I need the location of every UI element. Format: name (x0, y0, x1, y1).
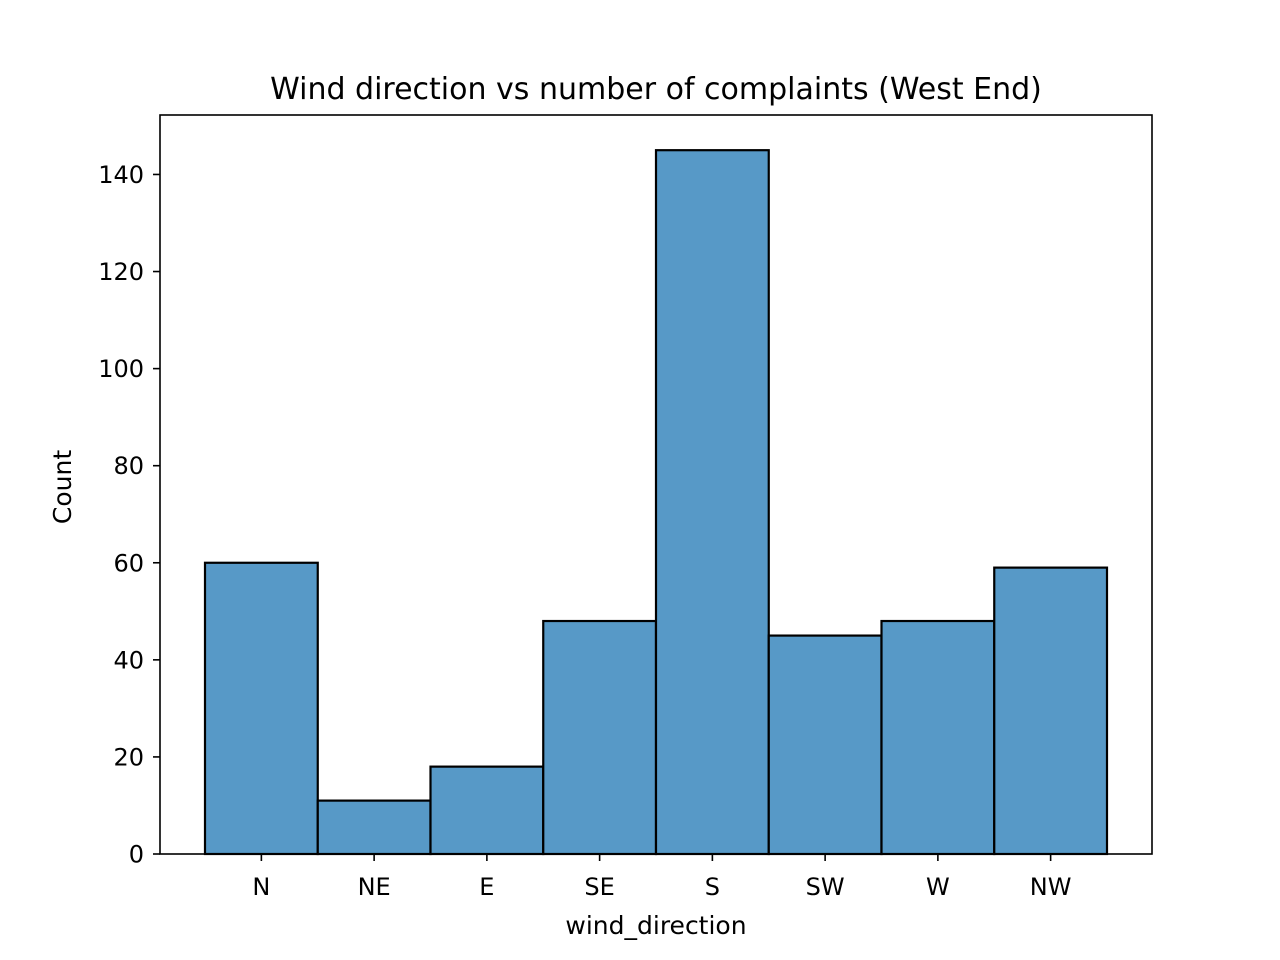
x-tick-label: NW (1030, 873, 1072, 901)
y-axis-label: Count (48, 450, 77, 524)
x-tick-label: N (252, 873, 270, 901)
y-axis-ticks: 0 20 40 60 80 100 120 140 (98, 161, 160, 869)
chart-title: Wind direction vs number of complaints (… (270, 72, 1042, 107)
x-tick-label: NE (358, 873, 391, 901)
bar-e (429, 765, 545, 856)
y-tick-label: 40 (113, 646, 144, 674)
axes-frame (159, 114, 1153, 855)
bar-sw (767, 634, 883, 856)
y-tick-label: 120 (98, 258, 144, 286)
x-axis-ticks: N NE E SE S SW W NW (252, 854, 1071, 901)
bar-nw (993, 566, 1109, 856)
bar-se (542, 619, 658, 856)
x-tick-label: S (705, 873, 720, 901)
x-tick-label: SW (806, 873, 845, 901)
bars (203, 149, 1109, 856)
x-axis-label: wind_direction (565, 911, 746, 940)
y-tick-label: 140 (98, 161, 144, 189)
x-tick-label: E (479, 873, 494, 901)
y-tick-label: 100 (98, 355, 144, 383)
y-tick-label: 60 (113, 549, 144, 577)
bar-s (654, 149, 770, 856)
y-tick-label: 80 (113, 452, 144, 480)
bar-ne (316, 799, 432, 856)
bar-w (880, 619, 996, 856)
plot-area: N NE E SE S SW W NW 0 20 40 60 80 100 120 140 (98, 114, 1153, 901)
bar-n (203, 561, 319, 856)
x-tick-label: SE (584, 873, 614, 901)
y-tick-label: 20 (113, 743, 144, 771)
x-tick-label: W (926, 873, 950, 901)
y-tick-label: 0 (129, 841, 144, 869)
